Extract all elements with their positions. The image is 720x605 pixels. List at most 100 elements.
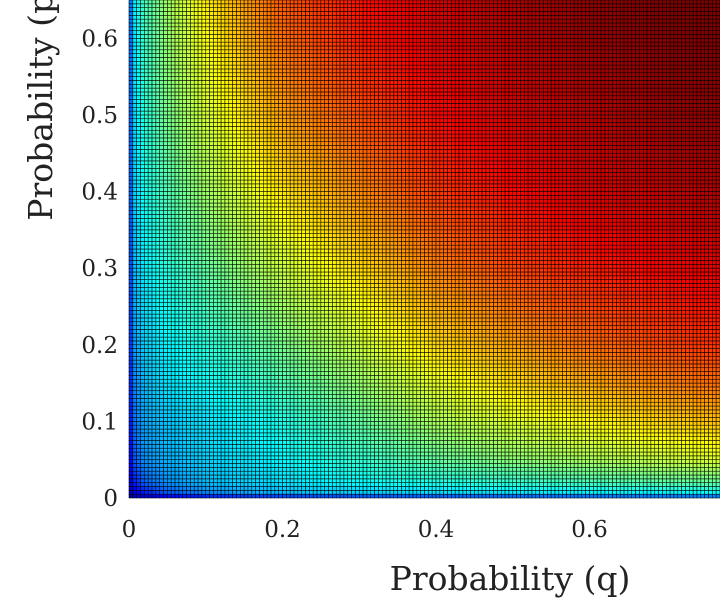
heatmap-cell [646, 424, 652, 430]
heatmap-cell [593, 459, 598, 464]
heatmap-cell [489, 478, 494, 483]
heatmap-cell [362, 371, 368, 376]
heatmap-cell [447, 413, 452, 418]
heatmap-cell [619, 482, 625, 487]
heatmap-cell [581, 490, 586, 495]
heatmap-cell [500, 455, 506, 460]
heatmap-cell [220, 455, 226, 460]
heatmap-cell [512, 428, 517, 434]
heatmap-cell [443, 421, 448, 426]
heatmap-cell [547, 390, 552, 395]
heatmap-cell [389, 474, 395, 480]
heatmap-cell [600, 401, 606, 407]
heatmap-cell [692, 421, 698, 426]
heatmap-cell [293, 394, 299, 399]
heatmap-cell [335, 394, 341, 399]
heatmap-cell [608, 451, 613, 457]
heatmap-cell [132, 432, 137, 437]
heatmap-cell [500, 482, 506, 487]
heatmap-cell [366, 436, 372, 441]
heatmap-cell [596, 440, 602, 445]
heatmap-cell [512, 474, 517, 480]
heatmap-cell [190, 428, 195, 434]
heatmap-cell [170, 470, 176, 476]
heatmap-cell [232, 382, 237, 388]
heatmap-cell [646, 486, 652, 491]
heatmap-cell [704, 394, 709, 399]
heatmap-cell [259, 470, 264, 476]
heatmap-cell [443, 459, 448, 464]
heatmap-cell [309, 421, 314, 426]
heatmap-cell [209, 470, 214, 476]
heatmap-cell [316, 424, 322, 430]
heatmap-cell [466, 424, 471, 430]
heatmap-cell [132, 444, 137, 449]
heatmap-cell [689, 409, 694, 414]
heatmap-cell [642, 451, 648, 457]
heatmap-cell [550, 490, 556, 495]
heatmap-cell [428, 405, 433, 411]
heatmap-cell [458, 432, 464, 437]
heatmap-cell [577, 440, 583, 445]
heatmap-cell [623, 482, 629, 487]
heatmap-cell [600, 413, 606, 418]
heatmap-cell [712, 417, 717, 422]
heatmap-cell [439, 486, 444, 491]
heatmap-cell [305, 451, 310, 457]
heatmap-cell [635, 490, 640, 495]
heatmap-cell [458, 436, 464, 441]
heatmap-cell [524, 375, 529, 380]
heatmap-cell [293, 375, 299, 380]
heatmap-cell [343, 378, 349, 384]
heatmap-cell [485, 440, 491, 445]
heatmap-cell [178, 490, 184, 495]
heatmap-cell [550, 451, 556, 457]
heatmap-cell [343, 424, 349, 430]
heatmap-cell [658, 409, 663, 414]
heatmap-cell [504, 474, 510, 480]
heatmap-cell [497, 451, 502, 457]
heatmap-cell [259, 413, 264, 418]
heatmap-cell [147, 447, 153, 453]
heatmap-cell [255, 428, 260, 434]
heatmap-cell [477, 424, 483, 430]
heatmap-cell [278, 493, 283, 499]
heatmap-cell [274, 444, 279, 449]
heatmap-cell [405, 493, 410, 499]
heatmap-cell [163, 436, 168, 441]
heatmap-cell [600, 451, 606, 457]
heatmap-cell [358, 490, 364, 495]
heatmap-cell [328, 428, 333, 434]
heatmap-cell [531, 490, 537, 495]
heatmap-cell [497, 486, 502, 491]
heatmap-cell [393, 482, 398, 487]
heatmap-cell [504, 382, 510, 388]
heatmap-cell [140, 451, 145, 457]
heatmap-cell [669, 390, 675, 395]
heatmap-cell [351, 447, 356, 453]
heatmap-cell [692, 409, 698, 414]
heatmap-cell [692, 398, 698, 403]
heatmap-cell [535, 478, 540, 483]
heatmap-cell [585, 394, 590, 399]
heatmap-cell [328, 417, 333, 422]
heatmap-cell [696, 482, 702, 487]
heatmap-cell [393, 382, 398, 388]
heatmap-cell [374, 371, 379, 376]
heatmap-cell [186, 413, 191, 418]
heatmap-cell [220, 436, 226, 441]
heatmap-cell [182, 413, 187, 418]
heatmap-cell [266, 451, 272, 457]
heatmap-cell [408, 451, 414, 457]
heatmap-cell [458, 493, 464, 499]
heatmap-cell [163, 444, 168, 449]
heatmap-cell [654, 482, 659, 487]
heatmap-cell [677, 432, 682, 437]
heatmap-cell [301, 455, 306, 460]
heatmap-cell [140, 478, 145, 483]
heatmap-cell [658, 444, 663, 449]
heatmap-cell [474, 401, 479, 407]
heatmap-cell [328, 398, 333, 403]
heatmap-cell [151, 382, 157, 388]
heatmap-cell [685, 428, 690, 434]
